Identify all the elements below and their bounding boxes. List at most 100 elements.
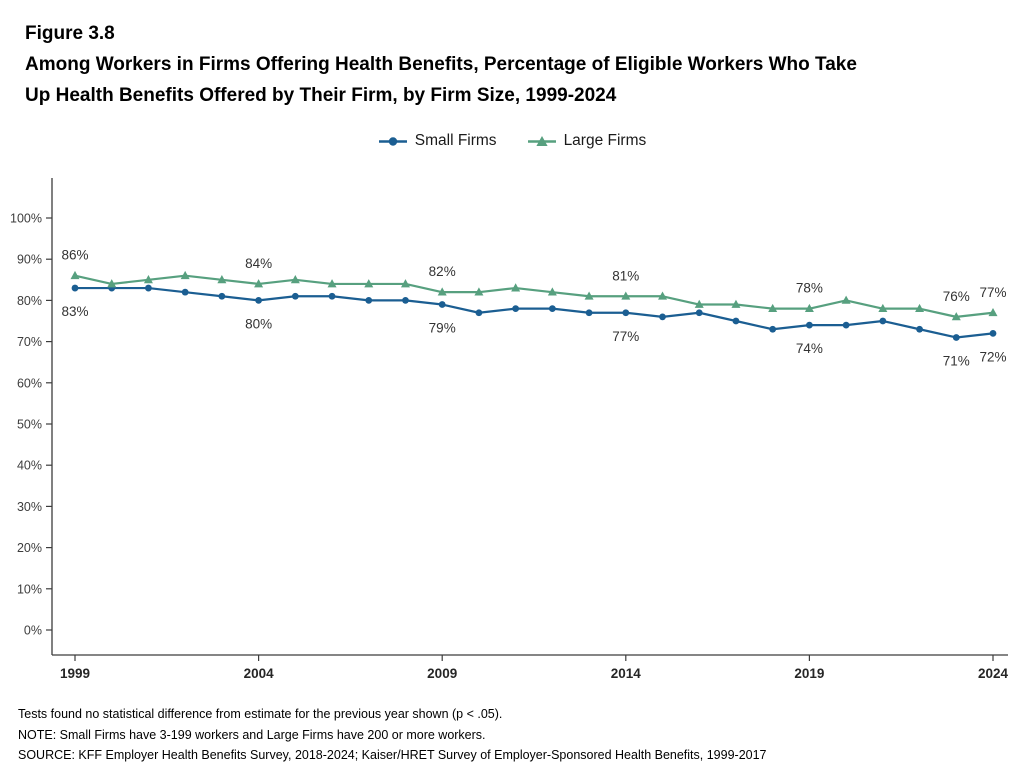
circle-marker — [365, 297, 373, 304]
note-source: SOURCE: KFF Employer Health Benefits Sur… — [18, 748, 767, 762]
circle-marker — [769, 325, 777, 333]
triangle-marker — [511, 283, 521, 292]
chart-title-line-1: Among Workers in Firms Offering Health B… — [25, 54, 857, 75]
note-definition: NOTE: Small Firms have 3-199 workers and… — [18, 727, 486, 742]
triangle-marker — [474, 287, 484, 296]
y-tick-label: 10% — [17, 582, 42, 596]
legend-item-small-firms: Small Firms — [378, 132, 497, 150]
data-label: 77% — [612, 329, 639, 344]
data-label: 71% — [943, 353, 970, 368]
y-tick-label: 40% — [17, 459, 42, 473]
legend-label-large-firms: Large Firms — [563, 132, 647, 149]
x-tick-label: 2004 — [244, 666, 275, 681]
triangle-marker — [768, 303, 778, 313]
circle-marker — [475, 309, 483, 317]
triangle-marker — [915, 303, 925, 313]
chart-area: 0% 10% 20% 30% 40% 50% 60% 70% 80% 90% 100% 1999 200… — [0, 170, 1024, 690]
x-tick-label: 1999 — [60, 666, 90, 681]
data-label: 72% — [979, 349, 1006, 364]
series-line — [73, 286, 995, 339]
chart-title-line-2: Up Health Benefits Offered by Their Firm… — [25, 85, 617, 106]
circle-marker — [622, 309, 630, 317]
figure-number: Figure 3.8 — [25, 23, 115, 44]
small-firms-line-circle-icon — [378, 136, 407, 146]
data-label: 78% — [796, 281, 823, 296]
data-label: 74% — [796, 341, 823, 356]
circle-marker — [916, 325, 923, 333]
data-label: 76% — [943, 289, 970, 304]
triangle-marker — [290, 275, 300, 284]
chart-legend: Small Firms Large Firms — [0, 130, 1024, 152]
triangle-marker — [731, 299, 741, 308]
x-tick-label: 2014 — [611, 666, 642, 681]
triangle-marker — [621, 291, 631, 300]
y-tick-label: 70% — [17, 335, 42, 349]
circle-marker — [695, 309, 703, 317]
x-tick-label: 2019 — [794, 666, 824, 681]
legend-label-small-firms: Small Firms — [414, 132, 497, 149]
circle-marker — [181, 288, 189, 296]
circle-marker — [842, 321, 850, 329]
y-tick-label: 100% — [10, 212, 42, 226]
line-chart: 0% 10% 20% 30% 40% 50% 60% 70% 80% 90% 100% 1999 200… — [10, 178, 1009, 681]
triangle-marker — [804, 303, 814, 313]
y-tick-label: 30% — [17, 500, 42, 514]
circle-marker — [879, 317, 887, 325]
circle-marker — [402, 297, 409, 304]
triangle-marker — [70, 270, 80, 280]
circle-marker — [806, 321, 813, 329]
triangle-marker — [437, 287, 447, 296]
triangle-marker — [254, 279, 264, 288]
triangle-marker — [547, 287, 557, 296]
circle-marker — [989, 329, 997, 337]
circle-marker — [732, 317, 740, 325]
data-label: 81% — [612, 268, 639, 283]
data-label: 80% — [245, 316, 272, 331]
circle-marker — [145, 284, 152, 292]
triangle-marker — [400, 279, 410, 288]
triangle-marker — [878, 303, 888, 313]
y-tick-label: 80% — [17, 294, 42, 308]
data-label: 84% — [245, 256, 272, 271]
y-tick-label: 60% — [17, 376, 42, 390]
x-tick-label: 2009 — [427, 666, 457, 681]
circle-marker — [585, 309, 593, 317]
triangle-marker — [180, 270, 190, 280]
triangle-marker — [658, 291, 668, 300]
series-line — [73, 274, 995, 318]
triangle-marker — [988, 307, 998, 317]
triangle-marker — [217, 275, 227, 284]
circle-marker — [438, 301, 446, 308]
triangle-marker — [364, 279, 374, 288]
x-tick-label: 2024 — [978, 666, 1009, 681]
data-label: 82% — [429, 264, 456, 279]
circle-marker — [291, 292, 299, 300]
note-significance: Tests found no statistical difference fr… — [18, 707, 503, 721]
triangle-marker — [694, 299, 704, 308]
triangle-marker — [951, 312, 961, 321]
large-firms-line-triangle-icon — [527, 135, 556, 146]
data-label: 83% — [61, 304, 88, 319]
circle-marker — [548, 305, 556, 313]
figure-header: Figure 3.8 Among Workers in Firms Offeri… — [25, 18, 985, 111]
y-tick-label: 0% — [24, 624, 42, 638]
triangle-marker — [107, 279, 117, 288]
data-label: 77% — [979, 285, 1006, 300]
circle-marker — [952, 334, 960, 341]
triangle-marker — [143, 275, 153, 284]
circle-marker — [659, 313, 666, 321]
legend-item-large-firms: Large Firms — [527, 132, 647, 150]
triangle-marker — [327, 279, 337, 288]
circle-marker — [512, 305, 520, 313]
y-tick-label: 50% — [17, 418, 42, 432]
triangle-marker — [584, 291, 594, 300]
data-label: 79% — [429, 321, 456, 336]
triangle-marker — [841, 295, 851, 304]
circle-marker — [218, 292, 226, 300]
circle-marker — [255, 297, 262, 304]
circle-marker — [71, 284, 79, 292]
y-tick-label: 20% — [17, 541, 42, 555]
footnotes: Tests found no statistical difference fr… — [18, 704, 1008, 766]
data-label: 86% — [61, 248, 88, 263]
